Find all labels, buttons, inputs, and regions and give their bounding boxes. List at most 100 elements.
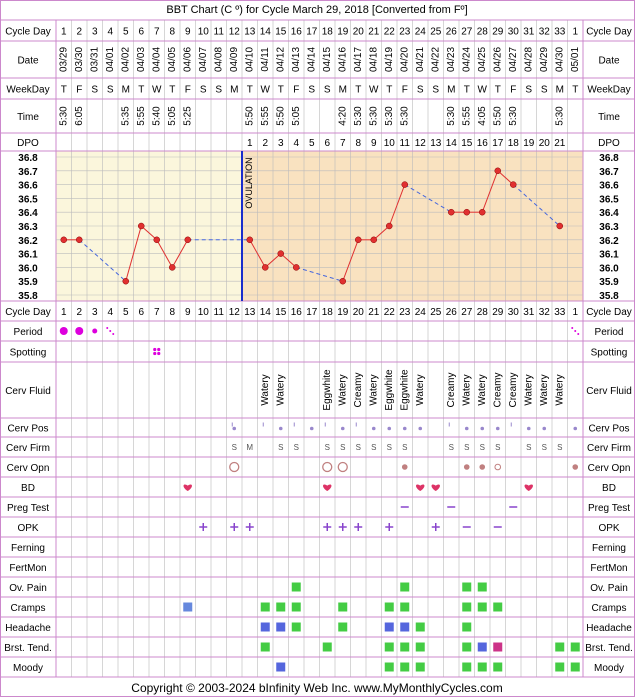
cycle-day-number: 8 [169,27,175,38]
ov-pain-marker [291,582,301,592]
weekday-label: S [308,85,315,96]
date-label: 04/22 [430,47,441,72]
cycle-day-number: 18 [322,27,334,38]
cerv-opn-open [229,461,240,473]
y-tick-label-right: 36.1 [599,250,619,261]
date-label: 03/30 [74,47,85,72]
period-dot [59,327,68,335]
time-label: 5:30 [554,106,565,126]
cycle-day-number: 29 [492,27,504,38]
temp-line-segment [280,253,297,268]
time-label: 4:05 [477,106,488,126]
weekday-label: T [278,85,284,96]
period-speck [106,327,109,329]
temp-point [339,277,346,285]
weekday-label: S [432,85,439,96]
bd-heart-icon [416,484,425,491]
temp-gap-line [296,266,343,282]
time-label: 5:50 [492,106,503,126]
cerv-opn-label-right: Cerv Opn [588,463,631,474]
cycle-day-number: 3 [92,27,98,38]
temp-point [122,277,129,285]
cramps-marker [183,602,193,612]
cerv-firm-letter: S [480,443,485,452]
headache-marker [462,622,472,632]
cycle-day-number: 20 [353,27,365,38]
time-label: 5:55 [461,106,472,126]
temp-point [494,167,501,175]
cycle-day-number: 13 [244,307,256,318]
opk-label-left: OPK [17,523,38,534]
temp-point [386,222,393,230]
temp-point [510,181,517,188]
cerv-fluid-label: Watery [523,374,534,405]
cerv-fluid-label: Creamy [446,372,457,407]
dpo-number: 11 [400,138,411,149]
cerv-firm-label-right: Cerv Firm [587,443,631,454]
cerv-pos-dot [402,426,407,431]
date-label: 04/08 [213,47,224,72]
date-label: 04/06 [182,47,193,72]
brst-tend-marker [555,642,565,652]
cerv-firm-letter: S [464,443,469,452]
period-speck [571,327,574,329]
date-label: 04/11 [260,47,271,72]
cerv-firm-letter: M [246,443,253,452]
cramps-marker [260,602,270,612]
cerv-fluid-label: Eggwhite [384,369,395,411]
date-label: 04/03 [136,47,147,72]
weekday-label: S [200,85,207,96]
cycle-day-number: 30 [508,307,520,318]
cycle-day-number: 9 [185,307,191,318]
weekday-label: W [478,85,488,96]
cerv-firm-letter: S [449,443,454,452]
cycle-day-number: 12 [229,307,241,318]
cerv-fluid-label: Watery [275,374,286,405]
time-label: 5:05 [167,106,178,126]
y-tick-label-left: 36.5 [18,194,38,205]
weekday-label: S [541,85,548,96]
date-label: 04/02 [120,47,131,72]
cycle-day-number: 28 [477,27,489,38]
ferning-label-right: Ferning [592,543,626,554]
weekday-label: F [293,85,299,96]
date-label: 04/27 [508,47,519,72]
time-label: 5:35 [120,106,131,126]
cycle-day-number: 21 [368,307,380,318]
cycle-day-number: 14 [260,27,272,38]
brst-tend-marker [462,642,472,652]
temp-line-segment [373,225,390,241]
dpo-number: 2 [262,138,268,149]
date-label: 04/05 [167,47,178,72]
cerv-fluid-label: Watery [539,374,550,405]
cycle-day-number: 1 [572,307,578,318]
temp-line-segment [156,239,173,268]
y-tick-label-left: 36.6 [18,181,38,192]
cycle-day-number: 16 [291,307,303,318]
dpo-number: 13 [430,138,442,149]
headache-label-left: Headache [5,623,51,634]
dpo-number: 8 [355,138,361,149]
time-label: 5:05 [291,106,302,126]
cycle-day-top-label-right: Cycle Day [586,27,632,38]
cerv-firm-letter: S [387,443,392,452]
cycle-day-number: 15 [275,307,287,318]
preg-test-label-right: Preg Test [588,503,630,514]
cycle-day-number: 15 [275,27,287,38]
moody-marker [400,662,410,672]
cerv-opn-open [337,461,348,473]
cycle-day-number: 17 [306,307,318,318]
date-label: 04/29 [539,47,550,72]
date-label: 03/31 [89,47,100,72]
moody-marker [570,662,580,672]
cycle-day-number: 20 [353,307,365,318]
cerv-opn-medium-open [494,463,502,471]
dpo-number: 1 [247,138,253,149]
dpo-number: 19 [523,138,535,149]
spotting-dot [157,351,161,356]
cerv-firm-letter: S [340,443,345,452]
bd-label-left: BD [21,483,35,494]
y-tick-label-left: 35.8 [18,291,38,302]
headache-marker [291,622,301,632]
temp-line-segment [388,184,406,227]
